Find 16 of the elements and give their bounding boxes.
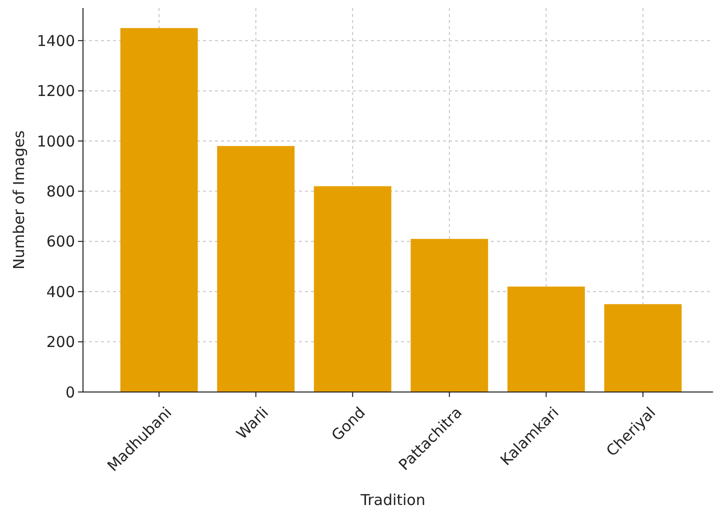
bar xyxy=(120,28,198,392)
y-tick-label: 1000 xyxy=(36,132,75,150)
y-tick-label: 400 xyxy=(46,282,75,301)
y-tick-label: 800 xyxy=(46,182,75,200)
y-tick-label: 200 xyxy=(46,333,75,352)
bar xyxy=(604,304,682,392)
bar xyxy=(217,146,295,392)
y-tick-label: 600 xyxy=(46,232,75,251)
bar xyxy=(314,186,392,392)
bar xyxy=(507,286,585,392)
y-tick-label: 1400 xyxy=(36,32,75,50)
bar xyxy=(410,238,488,392)
x-axis-title: Tradition xyxy=(360,491,426,509)
y-tick-label: 1200 xyxy=(36,82,75,100)
y-tick-label: 0 xyxy=(65,383,75,402)
y-axis-title: Number of Images xyxy=(10,130,28,270)
